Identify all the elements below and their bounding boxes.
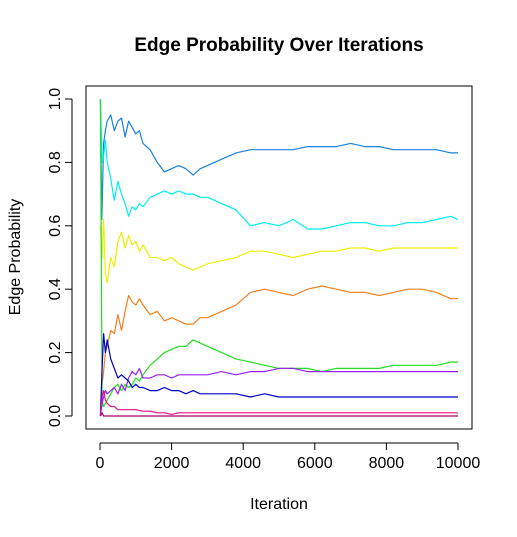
x-tick-label: 6000	[297, 455, 333, 472]
x-tick-label: 10000	[436, 455, 481, 472]
series-line-4	[99, 285, 458, 417]
series-line-6	[99, 367, 458, 417]
y-tick-label: 0.6	[47, 215, 64, 237]
y-axis: 0.0 0.2 0.4 0.6 0.8 1.0	[47, 88, 73, 427]
x-tick-label: 0	[96, 455, 105, 472]
x-axis: 0 2000 4000 6000 8000 10000	[96, 442, 481, 472]
series-line-9	[99, 412, 458, 417]
series-line-8	[99, 390, 458, 417]
x-axis-label: Iteration	[250, 496, 308, 513]
x-tick-label: 4000	[225, 455, 261, 472]
x-tick-label: 2000	[154, 455, 190, 472]
series-line-7	[99, 333, 458, 417]
series-layer	[99, 98, 459, 417]
y-tick-label: 1.0	[47, 88, 64, 110]
y-tick-label: 0.0	[47, 405, 64, 427]
plot-frame	[85, 85, 473, 430]
series-line-5	[99, 98, 458, 408]
y-tick-label: 0.2	[47, 341, 64, 363]
y-tick-label: 0.8	[47, 151, 64, 173]
y-tick-label: 0.4	[47, 278, 64, 300]
series-line-1	[99, 98, 458, 221]
x-tick-label: 8000	[369, 455, 405, 472]
y-axis-label: Edge Probability	[7, 199, 24, 316]
series-line-2	[99, 98, 459, 230]
chart-title: Edge Probability Over Iterations	[134, 35, 423, 56]
series-line-3	[99, 218, 458, 284]
